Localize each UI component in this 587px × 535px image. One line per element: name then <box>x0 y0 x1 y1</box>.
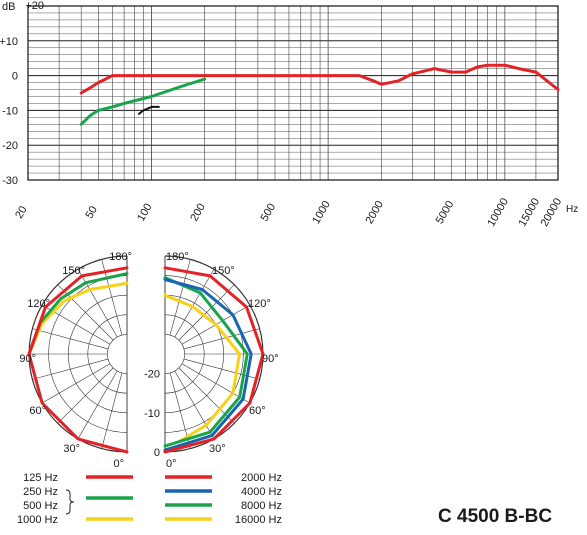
y-axis-label: dB <box>2 1 15 13</box>
polar-angle-label: 180° <box>166 251 189 263</box>
polar-curve <box>163 266 265 454</box>
frequency-response-grid <box>27 5 559 181</box>
polar-ring <box>164 334 185 374</box>
polar-spoke <box>183 328 260 350</box>
y-tick-label: -10 <box>2 105 18 117</box>
legend-label: 250 Hz <box>23 486 58 498</box>
polar-spoke <box>174 268 215 338</box>
x-axis-unit: Hz <box>566 204 578 215</box>
legend-label: 125 Hz <box>23 472 58 484</box>
y-tick-label: 0 <box>12 71 18 83</box>
x-tick-label: 5000 <box>434 199 457 226</box>
polar-spoke <box>77 268 118 338</box>
polar-spoke <box>32 328 109 350</box>
x-tick-label: 1000 <box>310 199 333 226</box>
polar-angle-label: 120° <box>27 298 50 310</box>
polar-curve <box>163 276 249 448</box>
polar-angle-label: 60° <box>249 405 266 417</box>
polar-angle-label: 0° <box>113 458 124 470</box>
polar-angle-label: 120° <box>248 298 271 310</box>
polar-labels: 0° 30° 60° 90° 120° 150° 180° 30° 60° 90° 120° 150°… <box>19 251 278 470</box>
polar-angle-label: 150° <box>212 265 235 277</box>
polar-angle-label: 0° <box>166 458 177 470</box>
response-curve <box>79 77 207 126</box>
legend-label: 4000 Hz <box>241 486 282 498</box>
legend-label: 500 Hz <box>23 500 58 512</box>
polar-spoke <box>101 372 123 449</box>
y-tick-label: +10 <box>0 36 18 48</box>
polar-curve <box>163 278 253 452</box>
response-curve <box>138 105 160 115</box>
y-tick-label: -30 <box>2 175 18 187</box>
polar-spoke <box>41 363 111 404</box>
legend-brace <box>65 489 75 515</box>
polar-radial-label: 0 <box>154 447 160 459</box>
polar-ring <box>107 334 128 374</box>
polar-radial-label: -10 <box>144 408 160 420</box>
response-curve <box>79 63 560 95</box>
polar-curve <box>163 293 241 443</box>
legend-label: 2000 Hz <box>241 472 282 484</box>
model-name: C 4500 B-BC <box>438 506 552 527</box>
polar-series <box>27 266 265 454</box>
x-tick-label: 20000 <box>539 196 565 228</box>
polar-spoke <box>77 370 118 440</box>
polar-angle-label: 30° <box>209 443 226 455</box>
plot-frame <box>27 5 559 181</box>
x-tick-label: 2000 <box>363 199 386 226</box>
x-tick-label: 200 <box>188 202 208 224</box>
x-tick-label: 10000 <box>485 196 511 228</box>
polar-angle-label: 30° <box>63 443 80 455</box>
polar-spoke <box>178 284 235 341</box>
legend-label: 1000 Hz <box>17 514 58 526</box>
polar-grid <box>28 255 264 453</box>
polar-radial-label: -20 <box>144 369 160 381</box>
x-tick-label: 500 <box>259 202 279 224</box>
x-tick-label: 50 <box>83 204 100 221</box>
polar-spoke <box>32 358 109 380</box>
polar-angle-label: 150° <box>62 265 85 277</box>
legend-label: 16000 Hz <box>235 514 282 526</box>
polar-spoke <box>57 367 114 424</box>
x-tick-label: 15000 <box>516 196 542 228</box>
polar-spoke <box>174 370 215 440</box>
legend: 125 Hz 250 Hz 500 Hz 1000 Hz 2000 Hz 4000 Hz 8… <box>17 472 282 526</box>
polar-curve <box>27 266 129 454</box>
x-tick-label: 100 <box>135 202 155 224</box>
frequency-response-series <box>79 63 560 126</box>
y-tick-label: -20 <box>2 140 18 152</box>
y-tick-label: +20 <box>25 0 44 12</box>
polar-angle-label: 90° <box>262 353 279 365</box>
polar-angle-label: 90° <box>19 353 36 365</box>
x-tick-label: 20 <box>13 204 30 221</box>
polar-angle-label: 60° <box>29 405 46 417</box>
polar-angle-label: 180° <box>109 251 132 263</box>
legend-label: 8000 Hz <box>241 500 282 512</box>
